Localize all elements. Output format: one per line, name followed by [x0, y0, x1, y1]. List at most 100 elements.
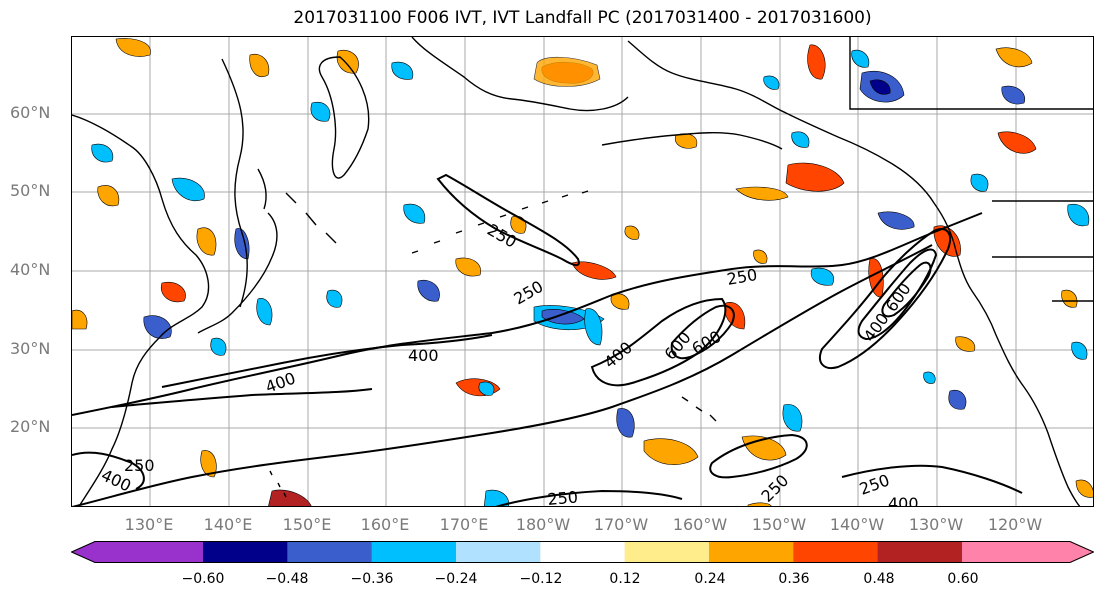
- negative-patch: [970, 173, 989, 192]
- negative-patch: [782, 404, 803, 432]
- positive-patch: [610, 293, 630, 310]
- colorbar-tick-label: −0.36: [350, 571, 394, 587]
- colorbar-segment: [456, 541, 541, 563]
- negative-patch: [483, 489, 510, 506]
- gridlines: [72, 37, 1093, 506]
- latitude-label: 30°N: [10, 339, 51, 358]
- negative-patch: [234, 228, 250, 260]
- longitude-label: 170°W: [593, 515, 649, 534]
- colorbar-tick-label: −0.12: [519, 571, 563, 587]
- longitude-label: 150°E: [282, 515, 332, 534]
- negative-patch: [91, 143, 114, 163]
- negative-patch: [923, 371, 936, 384]
- contour-label: 400: [600, 338, 636, 372]
- positive-patch: [249, 53, 270, 77]
- colorbar-segment: [962, 541, 1094, 563]
- contour-label: 250: [857, 470, 892, 498]
- positive-patch: [995, 47, 1033, 68]
- colorbar: [71, 541, 1094, 563]
- colorbar-tick-label: −0.24: [434, 571, 478, 587]
- positive-patch: [160, 281, 186, 303]
- positive-patch: [1061, 289, 1078, 308]
- contour-label: 400: [888, 494, 919, 507]
- colorbar-segment: [624, 541, 710, 563]
- negative-patch: [791, 131, 810, 148]
- positive-patch: [997, 131, 1037, 154]
- colorbar-outline: [71, 541, 1094, 563]
- positive-patch: [571, 261, 617, 280]
- contour-label: 250: [547, 487, 579, 507]
- positive-patch: [785, 162, 845, 192]
- negative-patch: [171, 177, 205, 201]
- negative-patch: [1071, 341, 1088, 360]
- colorbar-tick-label: 0.36: [778, 571, 810, 587]
- colorbar-segment: [203, 541, 288, 563]
- negative-patch: [143, 315, 172, 339]
- colorbar-segment: [71, 541, 203, 563]
- positive-patch: [955, 336, 976, 352]
- negative-patch: [763, 75, 780, 90]
- negative-patch: [210, 337, 227, 356]
- longitude-label: 130°W: [908, 515, 964, 534]
- positive-patch: [455, 257, 481, 277]
- colorbar-tick-label: −0.60: [181, 571, 225, 587]
- negative-patch: [877, 211, 915, 230]
- longitude-label: 140°E: [203, 515, 253, 534]
- positive-patch: [200, 450, 217, 478]
- contour-label: 600: [689, 327, 725, 359]
- latitude-label: 40°N: [10, 260, 51, 279]
- negative-patch: [256, 298, 273, 326]
- contour-label: 250: [511, 277, 547, 309]
- longitude-label: 160°E: [360, 515, 410, 534]
- colorbar-tick-label: 0.24: [694, 571, 726, 587]
- colorbar-segment: [371, 541, 457, 563]
- positive-patch: [753, 249, 768, 264]
- negative-patch: [391, 61, 414, 80]
- negative-patch: [851, 49, 870, 68]
- colorbar-segment: [540, 541, 626, 563]
- contour-label: 600: [882, 279, 915, 315]
- colorbar-segment: [287, 541, 373, 563]
- negative-patch: [478, 381, 495, 396]
- longitude-label: 130°E: [124, 515, 174, 534]
- positive-patch: [196, 227, 217, 256]
- longitude-label: 170°E: [439, 515, 489, 534]
- positive-patch: [735, 186, 789, 201]
- positive-patch: [674, 133, 698, 149]
- longitude-label: 150°W: [751, 515, 807, 534]
- coastlines: [72, 37, 1093, 506]
- contour-label: 250: [757, 471, 792, 506]
- negative-patch: [326, 289, 343, 308]
- positive-patch: [807, 44, 826, 80]
- colorbar-segment: [709, 541, 794, 563]
- positive-patch: [1075, 479, 1093, 498]
- map-panel: 250 250 250 250 250 250 250 400 400 400 …: [71, 36, 1094, 507]
- contour-label: 250: [725, 265, 758, 289]
- negative-patch: [417, 279, 440, 302]
- positive-patch: [97, 185, 120, 207]
- latitude-label: 60°N: [10, 103, 51, 122]
- negative-patch: [541, 309, 585, 325]
- negative-patch: [584, 308, 603, 346]
- negative-patch: [948, 389, 967, 410]
- positive-patch: [624, 225, 640, 240]
- contour-label: 400: [860, 309, 893, 345]
- map-title: 2017031100 F006 IVT, IVT Landfall PC (20…: [293, 8, 872, 28]
- map-canvas: 250 250 250 250 250 250 250 400 400 400 …: [72, 37, 1093, 507]
- latitude-label: 50°N: [10, 181, 51, 200]
- colorbar-segment: [793, 541, 879, 563]
- ivt-contours: [72, 173, 1023, 506]
- longitude-label: 180°W: [515, 515, 571, 534]
- positive-patch: [336, 49, 359, 74]
- longitude-label: 140°W: [829, 515, 885, 534]
- positive-patch: [747, 502, 772, 506]
- negative-patch: [403, 203, 426, 224]
- latitude-label: 20°N: [10, 417, 51, 436]
- positive-patch: [268, 489, 312, 506]
- negative-patch: [1001, 85, 1026, 105]
- contour-labels: 250 250 250 250 250 250 250 400 400 400 …: [98, 220, 919, 507]
- positive-patch: [72, 309, 88, 330]
- contour-label: 400: [408, 346, 439, 365]
- longitude-label: 160°W: [672, 515, 728, 534]
- colorbar-tick-label: 0.60: [947, 571, 979, 587]
